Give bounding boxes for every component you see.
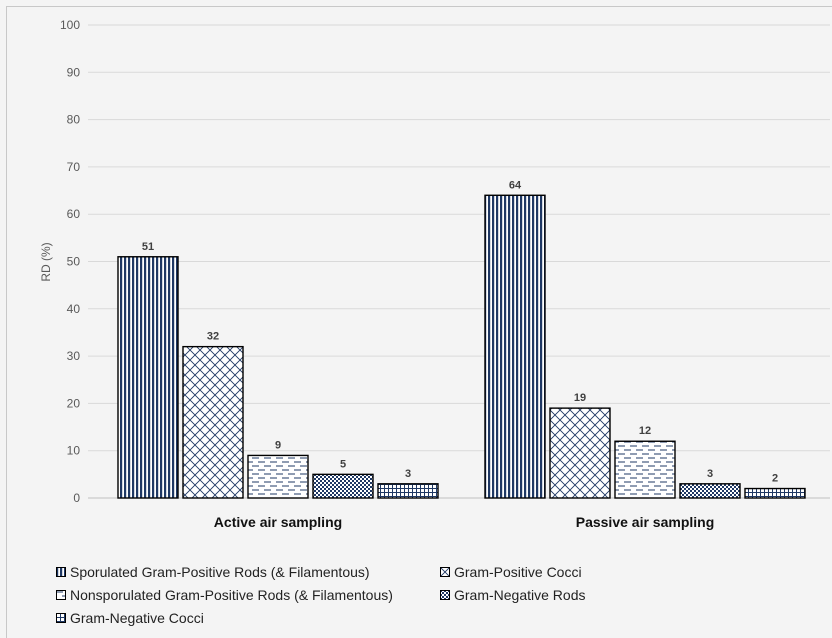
y-axis-label: RD (%) <box>39 242 53 281</box>
data-label: 3 <box>405 468 411 480</box>
bar <box>679 483 741 499</box>
bar <box>182 345 244 499</box>
legend-label: Nonsporulated Gram-Positive Rods (& Fila… <box>70 586 393 603</box>
legend-swatch <box>56 566 66 577</box>
legend-entry: Sporulated Gram-Positive Rods (& Filamen… <box>56 564 440 580</box>
bar <box>549 407 611 499</box>
data-label: 12 <box>639 425 651 437</box>
y-tick-label: 70 <box>67 160 81 174</box>
y-tick-label: 10 <box>67 444 81 458</box>
legend-entry: Gram-Negative Cocci <box>56 610 204 626</box>
bar <box>744 487 806 499</box>
bar <box>117 256 179 499</box>
legend-entry: Gram-Positive Cocci <box>440 564 582 580</box>
bar <box>247 454 309 499</box>
chart-frame <box>6 6 832 638</box>
data-label: 32 <box>207 331 219 343</box>
x-tick-label: Active air sampling <box>214 514 342 530</box>
data-label: 3 <box>707 468 713 480</box>
legend: Sporulated Gram-Positive Rods (& Filamen… <box>56 560 586 629</box>
y-tick-label: 80 <box>67 113 81 127</box>
y-tick-label: 50 <box>67 255 81 269</box>
legend-swatch <box>56 589 66 600</box>
y-tick-label: 0 <box>73 491 80 505</box>
legend-entry: Gram-Negative Rods <box>440 587 586 603</box>
y-tick-label: 90 <box>67 65 81 79</box>
bar <box>312 473 374 499</box>
bar <box>484 194 546 499</box>
bar <box>614 440 676 499</box>
legend-swatch <box>440 566 450 577</box>
data-label: 51 <box>142 241 154 253</box>
legend-row: Nonsporulated Gram-Positive Rods (& Fila… <box>56 583 586 606</box>
data-label: 2 <box>772 473 778 485</box>
legend-swatch <box>440 589 450 600</box>
y-tick-label: 100 <box>60 18 80 32</box>
data-label: 64 <box>509 179 522 191</box>
y-tick-label: 30 <box>67 349 81 363</box>
legend-row: Sporulated Gram-Positive Rods (& Filamen… <box>56 560 586 583</box>
x-tick-label: Passive air sampling <box>576 514 715 530</box>
legend-label: Gram-Positive Cocci <box>454 563 582 580</box>
y-tick-label: 40 <box>67 302 81 316</box>
data-label: 5 <box>340 458 346 470</box>
data-label: 9 <box>275 439 281 451</box>
y-tick-label: 20 <box>67 396 81 410</box>
legend-label: Gram-Negative Rods <box>454 586 586 603</box>
data-label: 19 <box>574 392 586 404</box>
legend-entry: Nonsporulated Gram-Positive Rods (& Fila… <box>56 587 440 603</box>
y-tick-label: 60 <box>67 207 81 221</box>
legend-label: Sporulated Gram-Positive Rods (& Filamen… <box>70 563 370 580</box>
legend-swatch <box>56 612 66 623</box>
legend-label: Gram-Negative Cocci <box>70 609 204 626</box>
bar <box>377 483 439 499</box>
legend-row: Gram-Negative Cocci <box>56 606 586 629</box>
